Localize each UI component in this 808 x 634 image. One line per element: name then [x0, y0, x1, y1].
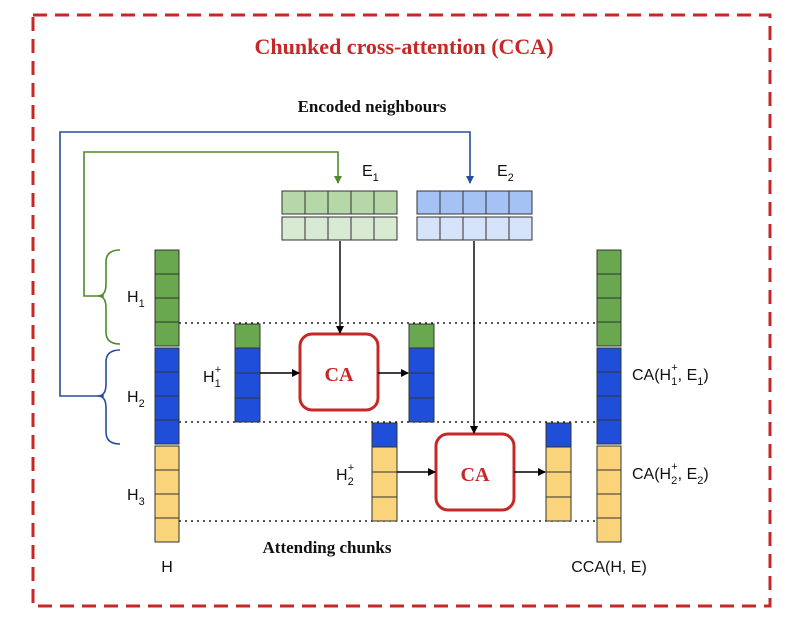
- e2-neighbour-grid: [416, 190, 533, 241]
- ca1-output-column: [408, 323, 435, 423]
- chunk-h3-label: H3: [127, 487, 145, 508]
- diagram-title: Chunked cross-attention (CCA): [254, 34, 553, 59]
- h2-brace: [97, 349, 121, 445]
- h1-brace: [97, 249, 121, 345]
- encoded-neighbours-label: Encoded neighbours: [298, 97, 447, 116]
- h2-plus-label: H2+: [336, 462, 354, 488]
- outer-dashed-border: [31, 13, 772, 608]
- input-column-h: [154, 249, 180, 543]
- ca-block-1-label: CA: [325, 364, 354, 386]
- h1-plus-label: H1+: [203, 364, 221, 390]
- output-ca2-label: CA(H2+, E2): [632, 461, 709, 487]
- attending-chunks-label: Attending chunks: [263, 538, 392, 557]
- output-cca-label: CCA(H, E): [571, 559, 647, 576]
- h1-to-e1-connector: [83, 151, 342, 297]
- h2-to-e2-connector: [59, 131, 474, 397]
- input-h-label: H: [161, 559, 173, 576]
- chunk-h1-label: H1: [127, 289, 145, 310]
- e2-label: E2: [497, 163, 514, 184]
- ca2-output-column: [545, 422, 572, 522]
- h2-plus-column: [371, 422, 398, 522]
- e1-neighbour-grid: [281, 190, 398, 241]
- output-ca1-label: CA(H1+, E1): [632, 362, 709, 388]
- output-column-cca: [596, 249, 622, 543]
- ca-block-2-label: CA: [461, 464, 490, 486]
- chunk-h2-label: H2: [127, 389, 145, 410]
- ca-block-1: [298, 332, 380, 412]
- h1-plus-column: [234, 323, 261, 423]
- e1-label: E1: [362, 163, 379, 184]
